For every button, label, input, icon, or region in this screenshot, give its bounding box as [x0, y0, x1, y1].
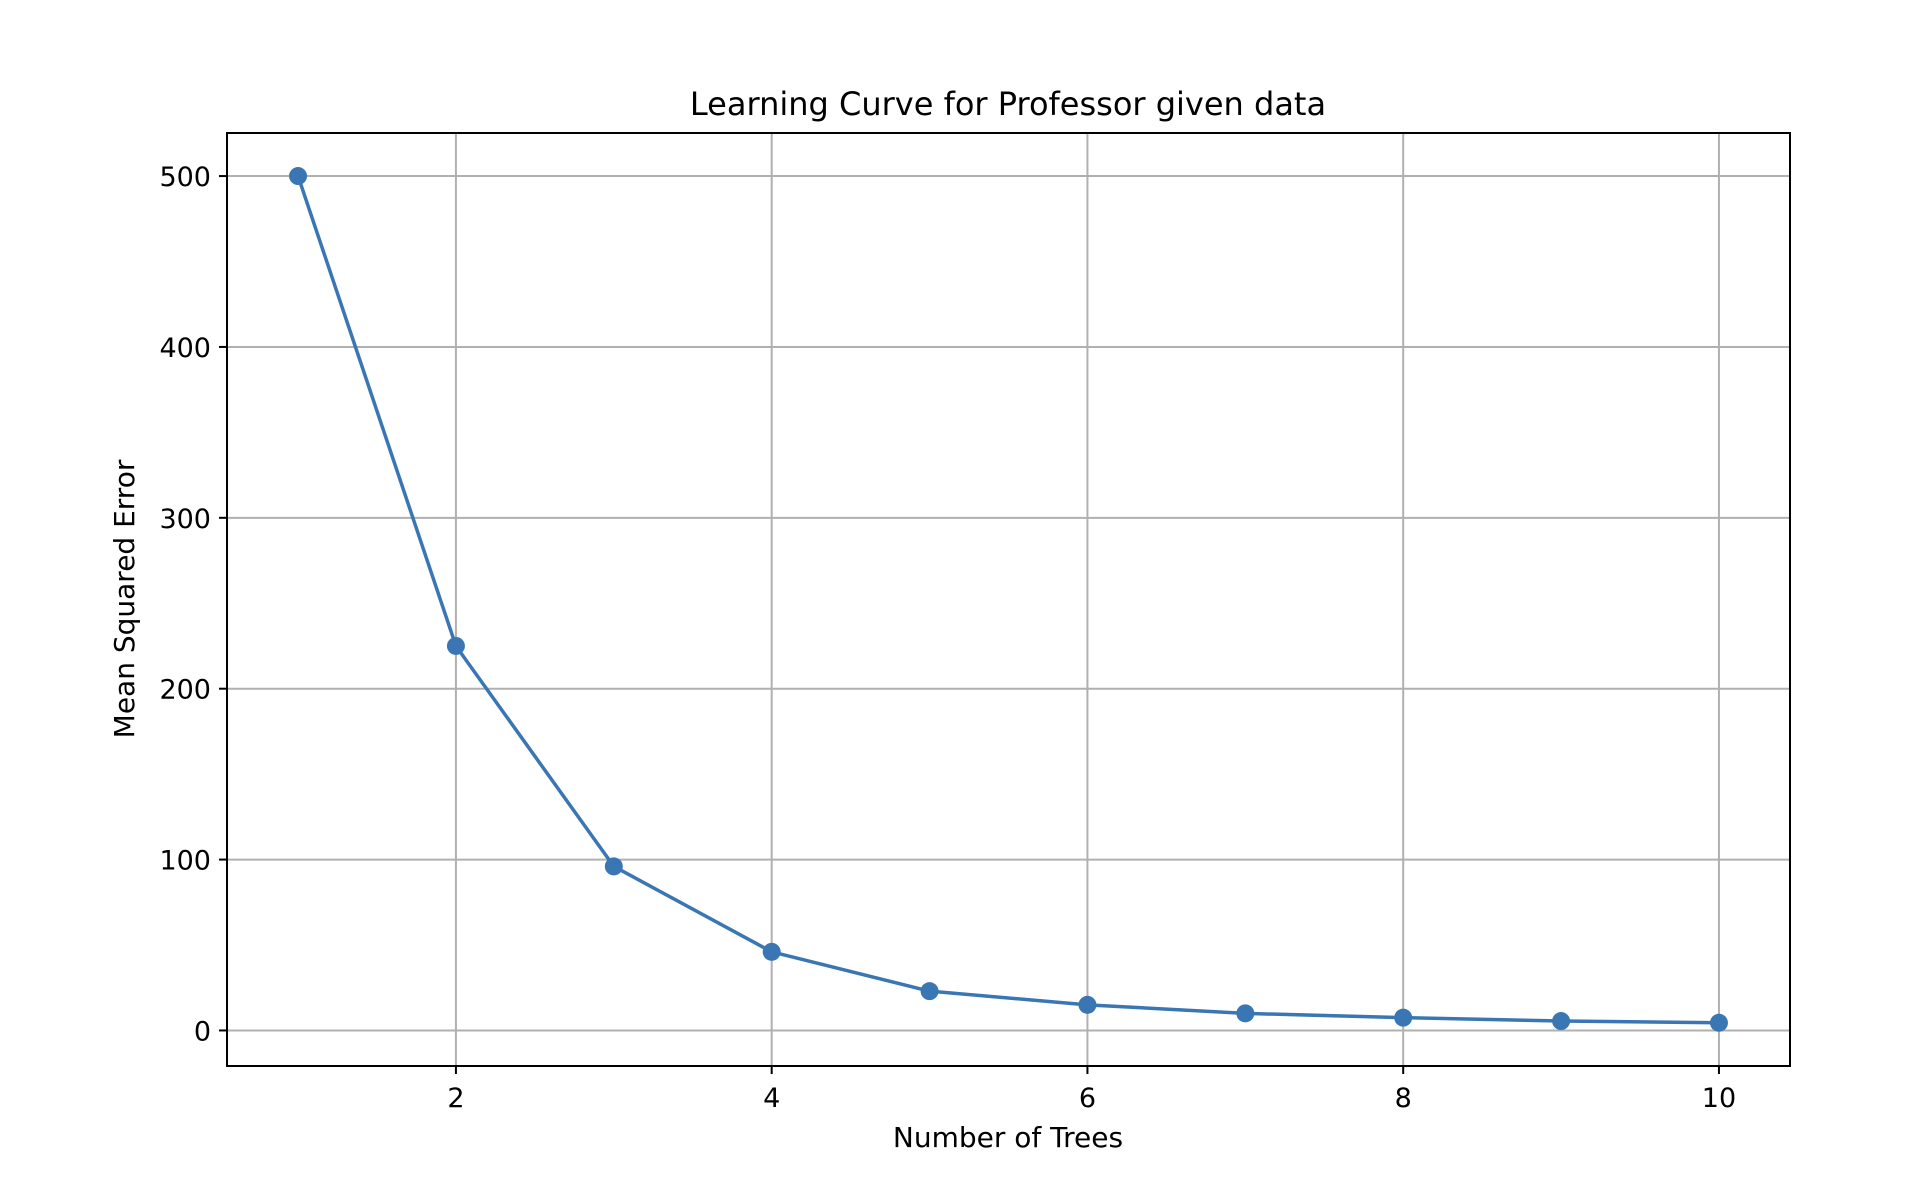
- x-tick-label: 4: [763, 1083, 780, 1114]
- data-point: [289, 167, 308, 186]
- data-point: [1236, 1004, 1255, 1023]
- data-point: [1709, 1013, 1728, 1032]
- data-point: [762, 942, 781, 961]
- data-point: [920, 982, 939, 1001]
- plot-frame: [226, 132, 1791, 1067]
- y-axis-label: Mean Squared Error: [108, 459, 141, 738]
- y-tick-label: 300: [159, 504, 211, 535]
- grid: [227, 133, 1790, 1066]
- data-point: [1552, 1012, 1571, 1031]
- x-tick-label: 2: [447, 1083, 464, 1114]
- x-axis-label: Number of Trees: [893, 1121, 1123, 1154]
- chart-title: Learning Curve for Professor given data: [690, 85, 1326, 123]
- x-tick-label: 6: [1079, 1083, 1096, 1114]
- y-tick-label: 0: [194, 1016, 211, 1047]
- data-point: [1394, 1008, 1413, 1027]
- y-tick-label: 500: [159, 162, 211, 193]
- x-tick-label: 8: [1395, 1083, 1412, 1114]
- y-tick-label: 400: [159, 333, 211, 364]
- series-line: [296, 175, 1719, 1025]
- series-layer: [289, 167, 1728, 1032]
- y-tick-label: 200: [159, 675, 211, 706]
- data-point: [446, 636, 465, 655]
- data-point: [604, 857, 623, 876]
- x-tick-label: 10: [1702, 1083, 1736, 1114]
- data-point: [1078, 995, 1097, 1014]
- y-tick-label: 100: [159, 846, 211, 877]
